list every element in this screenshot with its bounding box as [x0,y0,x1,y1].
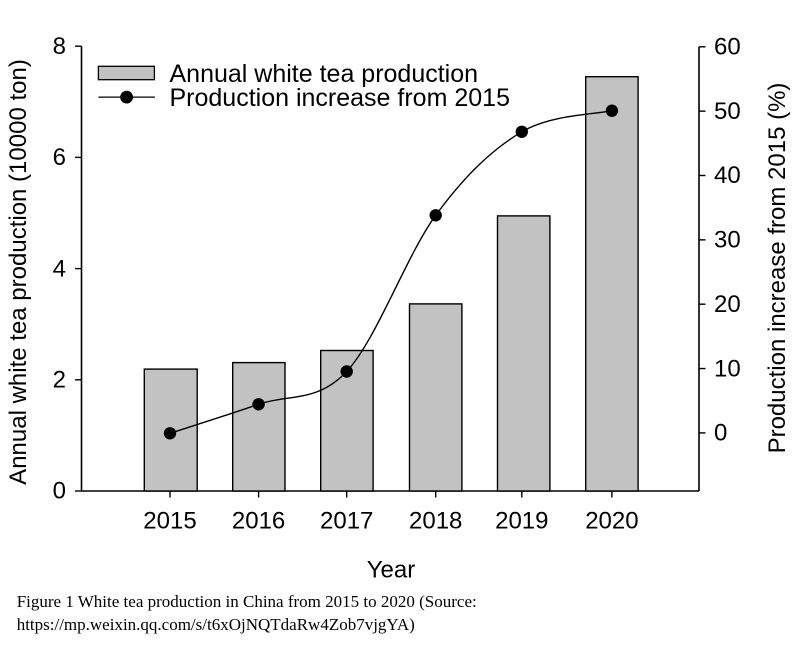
svg-text:2017: 2017 [320,508,373,535]
svg-text:Annual white tea production (1: Annual white tea production (10000 ton) [5,59,32,485]
svg-text:Year: Year [367,556,416,583]
svg-text:40: 40 [714,162,741,189]
svg-text:60: 60 [714,34,741,61]
svg-text:6: 6 [53,144,66,171]
svg-text:8: 8 [53,33,66,60]
svg-text:0: 0 [53,478,66,505]
svg-text:2020: 2020 [585,508,638,535]
svg-text:2: 2 [53,367,66,394]
svg-text:2016: 2016 [232,508,285,535]
svg-text:4: 4 [53,255,66,282]
svg-text:2018: 2018 [409,508,462,535]
svg-text:30: 30 [714,227,741,254]
svg-text:20: 20 [714,291,741,318]
svg-text:2019: 2019 [495,508,548,535]
svg-text:Production increase from 2015: Production increase from 2015 (%) [764,83,791,454]
svg-text:50: 50 [714,98,741,125]
svg-text:10: 10 [714,355,741,382]
svg-text:Production increase from 2015: Production increase from 2015 [170,84,510,112]
svg-text:0: 0 [714,420,727,447]
svg-text:2015: 2015 [143,508,196,535]
